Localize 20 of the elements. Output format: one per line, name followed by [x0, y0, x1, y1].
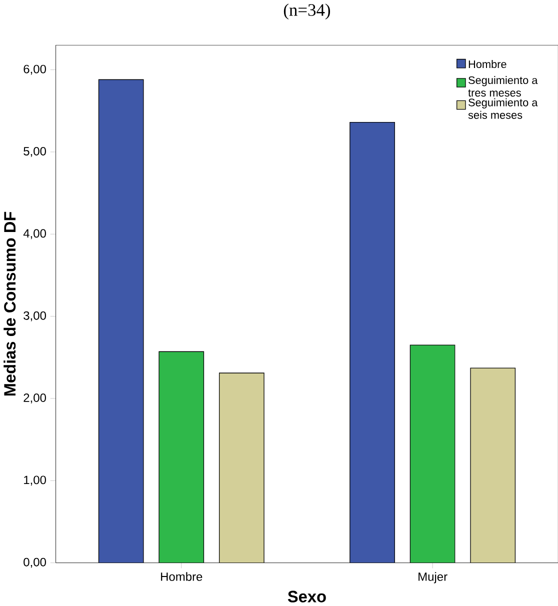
bar	[349, 122, 395, 563]
bar	[98, 79, 144, 563]
bar	[410, 344, 456, 563]
y-tick-label: 6,00	[24, 64, 46, 75]
y-tick-label: 0,00	[23, 558, 46, 568]
y-tick-label: 5,00	[23, 146, 46, 157]
y-tick-label: 3,00	[23, 311, 46, 322]
y-axis-title: Medias de Consumo DF	[3, 212, 16, 396]
y-tick-label: 2,00	[24, 394, 46, 404]
bar	[218, 372, 264, 563]
legend-label: Hombre	[468, 60, 506, 68]
bar	[470, 368, 516, 563]
y-tick-label: 4,00	[23, 229, 46, 240]
legend-label: Seguimiento a seis meses	[468, 98, 538, 119]
y-tick-label: 1,00	[24, 476, 46, 486]
x-axis-title: Sexo	[288, 590, 326, 602]
bar	[158, 351, 204, 563]
x-tick-label: Mujer	[418, 572, 448, 584]
chart-title: (n=34)	[284, 4, 330, 20]
legend-label: Seguimiento a tres meses	[468, 76, 538, 97]
